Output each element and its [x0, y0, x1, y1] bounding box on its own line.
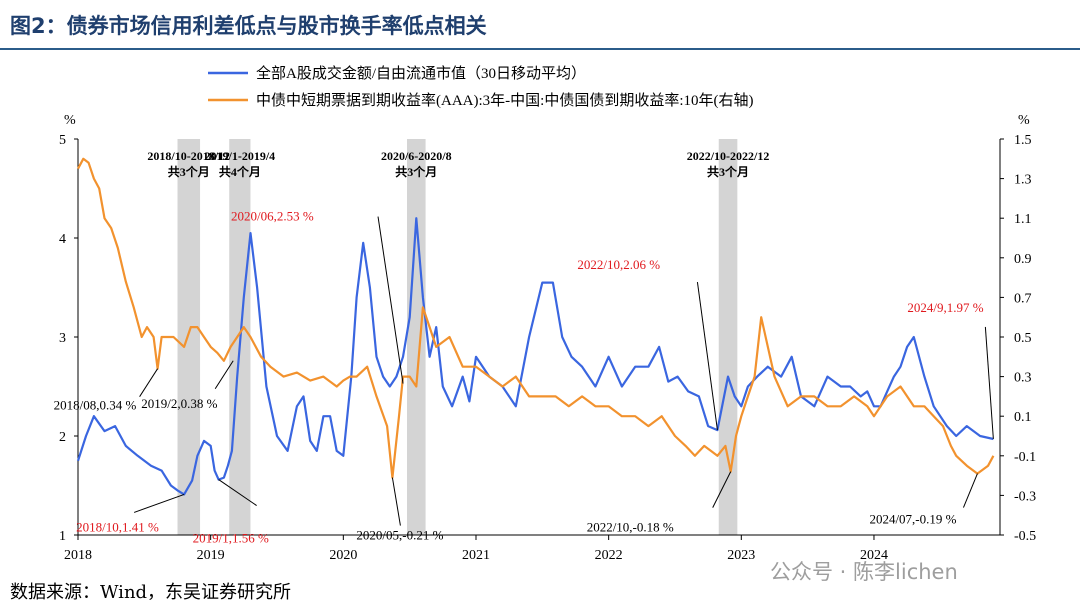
x-tick-label-2: 2020	[329, 548, 357, 563]
x-tick-label-6: 2024	[860, 548, 888, 563]
annotation-label-8: 2024/9,1.97 %	[907, 300, 983, 315]
x-tick-label-0: 2018	[64, 548, 92, 563]
left-tick-label-4: 5	[59, 133, 66, 148]
x-tick-label-3: 2021	[462, 548, 490, 563]
right-tick-label-10: 1.5	[1014, 133, 1032, 148]
title-rule	[0, 48, 1080, 50]
shaded-period-sub-0: 共3个月	[168, 164, 210, 179]
annotation-leader-4	[377, 216, 404, 384]
annotation-leader-7	[712, 471, 732, 508]
annotation-leader-5	[391, 477, 401, 526]
annotation-label-0: 2018/08,0.34 %	[54, 398, 137, 413]
annotation-leader-1	[133, 493, 185, 513]
legend-label-1: 中债中短期票据到期收益率(AAA):3年-中国:中债国债到期收益率:10年(右轴…	[256, 92, 753, 109]
shaded-period-2	[407, 139, 426, 535]
left-axis-unit: %	[64, 113, 76, 128]
right-tick-label-9: 1.3	[1014, 173, 1032, 188]
right-tick-label-1: -0.3	[1014, 489, 1036, 504]
shaded-period-label-0: 2018/10-2018/12	[147, 149, 230, 163]
source-note: 数据来源：Wind，东吴证券研究所	[10, 582, 292, 603]
annotation-label-1: 2018/10,1.41 %	[76, 519, 159, 534]
annotation-leader-3	[218, 479, 257, 506]
right-tick-label-8: 1.1	[1014, 212, 1032, 227]
right-tick-label-3: 0.1	[1014, 410, 1032, 425]
right-tick-label-2: -0.1	[1014, 450, 1036, 465]
annotation-label-6: 2022/10,2.06 %	[577, 257, 660, 272]
annotation-leader-9	[962, 473, 978, 508]
annotation-label-3: 2019/1,1.56 %	[193, 531, 269, 546]
annotation-leader-2	[214, 360, 234, 390]
left-tick-label-1: 2	[59, 430, 66, 445]
x-tick-label-5: 2023	[727, 548, 755, 563]
left-tick-label-3: 4	[59, 232, 66, 247]
annotation-leader-0	[139, 368, 159, 397]
shaded-period-label-3: 2022/10-2022/12	[687, 149, 770, 163]
annotation-label-4: 2020/06,2.53 %	[231, 209, 314, 224]
series-line-0	[76, 217, 994, 496]
annotation-label-7: 2022/10,-0.18 %	[587, 520, 674, 535]
right-tick-label-4: 0.3	[1014, 371, 1032, 386]
right-tick-label-6: 0.7	[1014, 291, 1032, 306]
shaded-period-sub-2: 共3个月	[395, 164, 437, 179]
legend-label-0: 全部A股成交金额/自由流通市值（30日移动平均）	[256, 64, 586, 82]
series-line-1	[77, 157, 995, 479]
left-tick-label-2: 3	[59, 331, 66, 346]
right-tick-label-5: 0.5	[1014, 331, 1032, 346]
shaded-period-0	[177, 139, 201, 535]
watermark: 公众号 · 陈李lichen	[770, 560, 958, 584]
right-tick-label-0: -0.5	[1014, 529, 1036, 544]
shaded-period-3	[718, 139, 738, 535]
shaded-period-label-2: 2020/6-2020/8	[381, 149, 452, 163]
x-tick-label-1: 2019	[197, 548, 225, 563]
annotation-leader-6	[696, 281, 718, 431]
annotation-leader-8	[984, 326, 994, 440]
annotation-label-5: 2020/05,-0.21 %	[356, 528, 443, 543]
right-axis-unit: %	[1018, 113, 1030, 128]
shaded-period-sub-3: 共3个月	[707, 164, 749, 179]
right-tick-label-7: 0.9	[1014, 252, 1032, 267]
chart-title: 图2：债券市场信用利差低点与股市换手率低点相关	[10, 14, 487, 38]
x-tick-label-4: 2022	[595, 548, 623, 563]
shaded-period-label-1: 2019/1-2019/4	[205, 149, 276, 163]
left-tick-label-0: 1	[59, 529, 66, 544]
shaded-period-sub-1: 共4个月	[219, 164, 261, 179]
annotation-label-9: 2024/07,-0.19 %	[869, 512, 956, 527]
annotation-label-2: 2019/2,0.38 %	[141, 396, 217, 411]
